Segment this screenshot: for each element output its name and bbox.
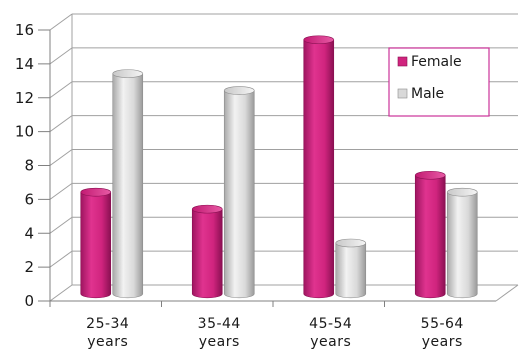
legend-swatch [397, 88, 408, 99]
legend-swatch [397, 56, 408, 67]
y-tick-label: 6 [24, 190, 34, 208]
x-tick-labels: 25-34 years 35-44 years 45-54 years 55-64 years [86, 316, 464, 350]
y-tick-label: 16 [15, 21, 34, 39]
legend-item-male: Male [397, 86, 444, 102]
x-tick-label: 35-44 [198, 316, 241, 332]
x-tick-label: 25-34 [86, 316, 129, 332]
x-tick-label: years [310, 334, 351, 350]
axes [38, 14, 519, 307]
bar-male [223, 86, 255, 299]
gridline [49, 149, 518, 166]
bar-male [446, 187, 478, 299]
y-tick-label: 12 [15, 89, 34, 107]
x-tick-label: years [87, 334, 128, 350]
bar-female [303, 35, 335, 299]
x-tick-label: 45-54 [309, 316, 352, 332]
x-tick-label: years [422, 334, 463, 350]
y-tick-label: 2 [24, 258, 34, 276]
legend-label: Female [411, 54, 462, 70]
y-tick-label: 14 [15, 55, 34, 73]
y-tick-label: 0 [24, 292, 34, 310]
y-tick-label: 8 [24, 157, 34, 175]
floor-edge [495, 284, 519, 302]
bar-male [335, 238, 367, 299]
bar-female [414, 170, 446, 299]
bar-female [80, 187, 112, 299]
bars [80, 35, 478, 299]
bar-female [191, 204, 223, 299]
legend: Female Male [388, 47, 490, 117]
bar-male [112, 69, 144, 299]
gridline [49, 13, 518, 31]
legend-item-female: Female [397, 54, 462, 70]
legend-label: Male [411, 86, 444, 102]
y-tick-label: 4 [24, 224, 34, 242]
x-tick-label: years [199, 334, 240, 350]
x-tick-label: 55-64 [421, 316, 464, 332]
y-tick-label: 10 [15, 123, 34, 141]
y-tick-labels: 0 2 4 6 8 10 12 14 16 [15, 21, 34, 310]
legend-box [388, 47, 490, 117]
